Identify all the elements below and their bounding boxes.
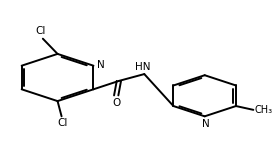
Text: CH₃: CH₃: [255, 105, 273, 115]
Text: Cl: Cl: [58, 118, 68, 128]
Text: N: N: [97, 60, 104, 70]
Text: Cl: Cl: [35, 26, 45, 36]
Text: N: N: [202, 119, 210, 129]
Text: HN: HN: [135, 62, 151, 72]
Text: O: O: [112, 98, 120, 108]
